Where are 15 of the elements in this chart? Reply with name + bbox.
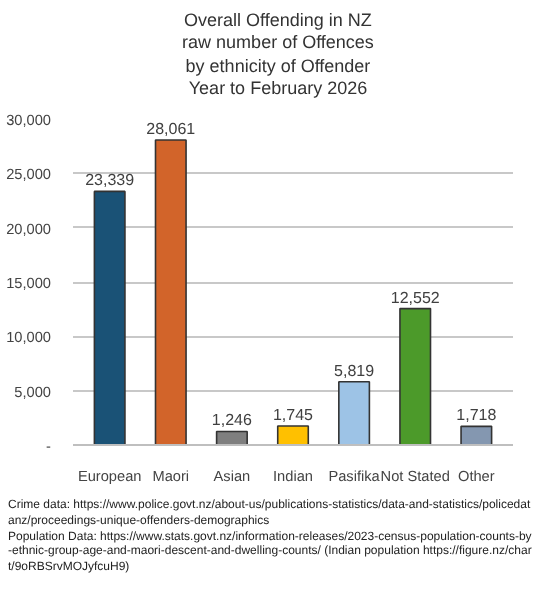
bar <box>215 430 248 445</box>
data-label: 12,552 <box>390 288 441 307</box>
bar <box>276 425 310 445</box>
data-label: 1,718 <box>456 406 498 425</box>
data-label: 5,819 <box>334 361 376 380</box>
bar <box>399 307 432 445</box>
bar <box>338 380 371 445</box>
data-label: 28,061 <box>146 120 197 139</box>
bar <box>93 190 126 445</box>
chart-title: Overall Offending in NZ raw number of Offences by ethnicity of Offender Year to February 2026 <box>182 10 374 100</box>
bar <box>460 425 493 445</box>
data-label: 1,745 <box>272 406 315 425</box>
bar <box>154 139 187 445</box>
data-label: 23,339 <box>85 171 136 190</box>
data-label: 1,246 <box>211 411 254 430</box>
